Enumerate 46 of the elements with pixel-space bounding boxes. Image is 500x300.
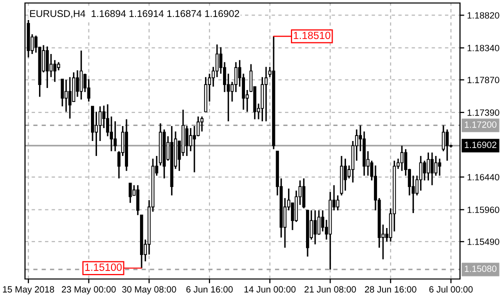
y-tick-label: 1.18340 [468, 44, 500, 52]
candlestick [314, 210, 317, 246]
candlestick [46, 46, 49, 89]
candlestick [430, 152, 434, 186]
annotation: 1.18510 [294, 32, 330, 40]
candlestick [80, 50, 83, 100]
candlestick [200, 116, 204, 132]
candlestick [64, 79, 68, 112]
ref-line-label: 1.16902 [464, 142, 496, 148]
candlestick [438, 158, 442, 176]
x-tick-label: 28 Jun 16:00 [364, 286, 416, 293]
x-tick-label: 30 May 08:00 [122, 286, 176, 294]
candlestick [192, 125, 196, 173]
candlestick [426, 152, 430, 182]
annotation: 1.15100 [85, 264, 122, 271]
candlestick [336, 194, 340, 212]
x-tick-label: 6 Jun 16:00 [186, 286, 233, 293]
y-tick-label: 1.15490 [468, 238, 500, 245]
x-tick-label: 15 May 2018 [2, 286, 54, 294]
candlestick [128, 182, 132, 204]
y-tick-label: 1.17870 [468, 76, 500, 84]
text: EURUSD,H4 1.16894 1.16914 1.16874 1.16902 [30, 10, 240, 18]
candlestick [185, 125, 188, 157]
x-tick-label: 14 Jun 00:00 [244, 286, 296, 293]
candlestick [68, 76, 72, 120]
candlestick [434, 155, 438, 176]
candlestick [422, 160, 426, 182]
candlestick [264, 66, 268, 122]
ref-line-label: 1.17200 [464, 121, 496, 128]
candlestick [302, 178, 306, 209]
y-tick-label: 1.17390 [468, 109, 500, 116]
ref-line-label: 1.15080 [464, 266, 496, 272]
x-tick-label: 23 May 00:00 [62, 286, 116, 294]
candlestick [419, 155, 422, 192]
y-tick-label: 1.15960 [468, 206, 500, 214]
y-tick-label: 1.18820 [468, 12, 500, 19]
candlestick [114, 120, 117, 152]
candlestick [49, 53, 53, 78]
candlestick [76, 70, 79, 98]
candlestick [400, 145, 404, 172]
candlestick [446, 128, 449, 162]
x-tick-label: 6 Jul 00:00 [429, 286, 473, 293]
candlestick [53, 59, 56, 83]
x-tick-label: 21 Jun 08:00 [304, 286, 356, 293]
candlestick [344, 158, 347, 192]
y-tick-label: 1.16440 [468, 174, 500, 180]
